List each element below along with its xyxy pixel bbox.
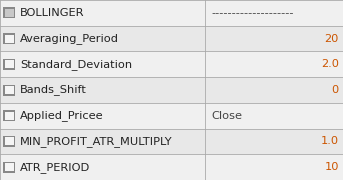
Bar bbox=[4, 112, 13, 120]
Text: --------------------: -------------------- bbox=[211, 8, 294, 18]
Text: 2.0: 2.0 bbox=[321, 59, 339, 69]
Bar bbox=[4, 60, 13, 68]
Bar bbox=[0, 129, 343, 154]
Bar bbox=[4, 35, 13, 43]
Text: Applied_Pricee: Applied_Pricee bbox=[20, 110, 104, 121]
Text: 1.0: 1.0 bbox=[321, 136, 339, 146]
Text: Close: Close bbox=[211, 111, 242, 121]
Bar bbox=[3, 7, 15, 18]
Text: Standard_Deviation: Standard_Deviation bbox=[20, 59, 132, 70]
Text: 10: 10 bbox=[324, 162, 339, 172]
Bar bbox=[0, 0, 343, 26]
Text: 0: 0 bbox=[332, 85, 339, 95]
Bar bbox=[3, 59, 15, 70]
Text: BOLLINGER: BOLLINGER bbox=[20, 8, 84, 18]
Bar bbox=[4, 137, 13, 145]
Text: Bands_Shift: Bands_Shift bbox=[20, 85, 87, 95]
Text: Averaging_Period: Averaging_Period bbox=[20, 33, 119, 44]
Bar bbox=[0, 77, 343, 103]
Bar bbox=[0, 103, 343, 129]
Bar bbox=[4, 9, 13, 17]
Bar bbox=[0, 51, 343, 77]
Bar bbox=[3, 136, 15, 147]
Text: 20: 20 bbox=[324, 34, 339, 44]
Bar bbox=[3, 84, 15, 96]
Text: ATR_PERIOD: ATR_PERIOD bbox=[20, 162, 90, 173]
Bar bbox=[3, 110, 15, 121]
Bar bbox=[3, 162, 15, 173]
Bar bbox=[4, 163, 13, 171]
Bar bbox=[3, 33, 15, 44]
Bar bbox=[4, 86, 13, 94]
Bar bbox=[0, 26, 343, 51]
Bar bbox=[0, 154, 343, 180]
Text: MIN_PROFIT_ATR_MULTIPLY: MIN_PROFIT_ATR_MULTIPLY bbox=[20, 136, 173, 147]
